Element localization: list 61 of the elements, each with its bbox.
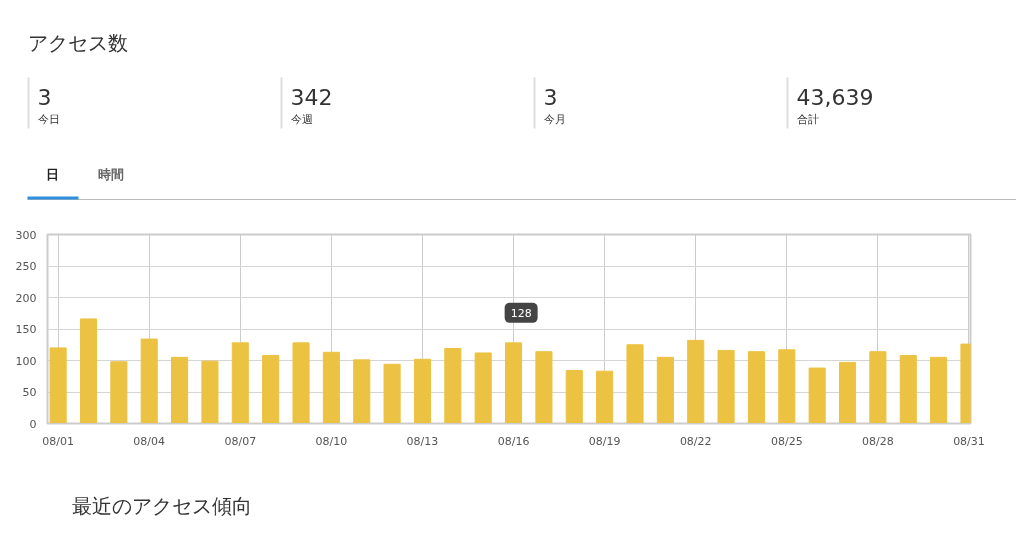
text: 合計	[796, 113, 819, 126]
bar	[747, 351, 765, 424]
bar	[413, 358, 432, 424]
bar	[869, 351, 887, 424]
text: アクセス数	[27, 30, 128, 55]
text: 43,639	[796, 84, 874, 110]
x-tick-label: 08/10	[315, 434, 348, 448]
bar	[535, 351, 553, 424]
y-tick-label: 300	[15, 228, 37, 242]
bar	[474, 352, 492, 424]
x-tick-label: 08/31	[953, 434, 985, 448]
x-tick-label: 08/07	[224, 434, 257, 448]
bar	[110, 361, 128, 424]
bar	[444, 348, 462, 424]
annotation: 128	[510, 306, 532, 320]
bar	[596, 370, 614, 424]
bar	[626, 344, 644, 424]
bar	[778, 349, 796, 424]
bar	[656, 356, 674, 424]
bar	[687, 339, 705, 424]
bar	[808, 367, 826, 424]
text: 3	[543, 84, 558, 110]
y-tick-label: 0	[29, 417, 37, 431]
text: 今日	[37, 113, 60, 126]
bar	[171, 356, 189, 424]
text: 日	[46, 167, 59, 182]
x-tick-label: 08/13	[406, 434, 439, 448]
text: 今月	[543, 113, 566, 126]
bar	[292, 342, 310, 424]
bar	[201, 360, 219, 424]
text: 3	[37, 84, 52, 110]
y-tick-label: 50	[22, 386, 37, 399]
x-tick-label: 08/22	[679, 434, 712, 448]
x-tick-label: 08/28	[862, 434, 894, 448]
bar	[353, 359, 371, 424]
bar	[899, 354, 917, 424]
y-tick-label: 100	[15, 354, 37, 368]
bar	[49, 347, 67, 424]
y-tick-label: 250	[15, 260, 37, 273]
bar	[140, 338, 158, 424]
y-tick-label: 200	[15, 291, 37, 305]
text: 最近のアクセス傾向	[72, 493, 253, 518]
text: 今週	[290, 113, 313, 126]
text: 時間	[97, 167, 124, 182]
x-tick-label: 08/01	[42, 434, 74, 448]
bar	[322, 351, 340, 424]
text: 342	[290, 84, 333, 110]
x-tick-label: 08/19	[588, 434, 621, 448]
bar	[505, 342, 523, 424]
x-tick-label: 08/25	[770, 434, 803, 448]
bar	[717, 349, 735, 424]
bar	[262, 354, 280, 424]
x-tick-label: 08/04	[133, 434, 166, 448]
bar	[231, 342, 249, 424]
bar	[838, 361, 857, 424]
bar	[930, 356, 948, 424]
y-tick-label: 150	[15, 323, 37, 336]
x-tick-label: 08/16	[497, 434, 530, 448]
bar	[565, 370, 583, 424]
bar	[79, 318, 98, 424]
bar	[383, 363, 401, 424]
